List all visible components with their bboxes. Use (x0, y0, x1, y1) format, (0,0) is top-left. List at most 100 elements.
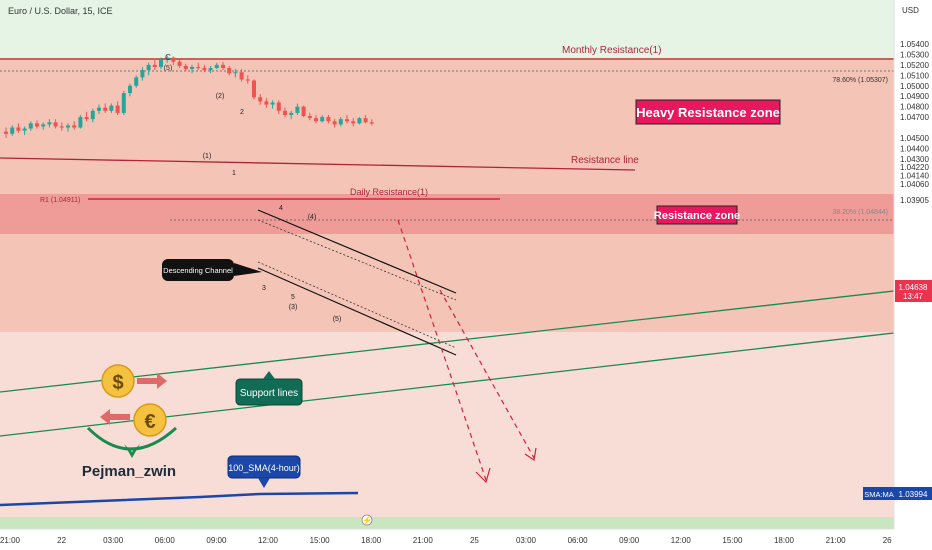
monthly-resistance-label: Monthly Resistance(1) (562, 45, 661, 56)
x-tick-label: 12:00 (258, 536, 279, 545)
sma-pointer (258, 478, 270, 488)
sma-tag (863, 487, 895, 500)
y-tick-label: 1.04400 (900, 144, 929, 153)
candle-body (97, 107, 101, 111)
y-tick-label: 1.04700 (900, 113, 929, 122)
candle-body (90, 110, 95, 120)
wave-label-5-paren-lower: (5) (333, 316, 342, 323)
x-tick-label: 12:00 (671, 536, 692, 545)
candle-body (227, 68, 232, 74)
candle-body (307, 116, 312, 119)
candle-body (314, 118, 318, 122)
candle-body (208, 68, 213, 71)
y-tick-label: 1.04140 (900, 172, 929, 181)
y-tick-label: 1.04220 (900, 163, 929, 172)
y-tick-label: 1.04800 (900, 103, 929, 112)
heavy-resistance-label: Heavy Resistance zone (636, 105, 780, 120)
candle-body (140, 70, 145, 78)
x-tick-label: 09:00 (206, 536, 227, 545)
x-tick-label: 21:00 (413, 536, 434, 545)
candle-body (301, 106, 306, 117)
candle-body (66, 125, 70, 128)
projection-arrowhead-2 (524, 447, 537, 462)
candle-body (202, 68, 207, 71)
candle-body (214, 64, 219, 69)
candle-body (345, 119, 349, 122)
x-tick-label: 03:00 (516, 536, 537, 545)
candle-body (22, 128, 27, 131)
candle-body (357, 118, 362, 124)
x-tick-label: 18:00 (361, 536, 382, 545)
candle-body (338, 119, 343, 125)
r1-label: R1 (1.04911) (40, 197, 80, 204)
last-price-badge (895, 280, 932, 302)
x-tick-label: 18:00 (774, 536, 795, 545)
candle-body (326, 117, 331, 122)
descending-channel-pointer (234, 263, 262, 276)
countdown-value: 13:47 (903, 292, 924, 301)
candle-body (53, 122, 58, 127)
candle-body (245, 79, 250, 81)
x-tick-label: 03:00 (103, 536, 124, 545)
heavy-resistance-badge (635, 99, 781, 125)
wave-label-1: 1 (232, 170, 236, 177)
candle-body (363, 118, 368, 123)
candle-body (332, 121, 337, 125)
wave-label-4-paren: (4) (308, 214, 317, 221)
candle-body (270, 102, 275, 105)
svg-text:$: $ (112, 372, 123, 394)
x-tick-label: 22 (57, 536, 66, 545)
arrow-right-icon (137, 373, 167, 389)
candle-body (115, 105, 120, 113)
lightning-icon[interactable] (361, 514, 373, 526)
candle-body (47, 122, 52, 125)
resistance-zone-label: Resistance zone (654, 210, 740, 222)
y-tick-label: 1.03905 (900, 196, 929, 205)
bottom-green-band (0, 517, 894, 529)
sma-value: 1.03994 (899, 490, 928, 499)
x-tick-label: 21:00 (826, 536, 847, 545)
candle-body (134, 77, 139, 86)
candle-body (121, 93, 126, 113)
candle-body (369, 122, 374, 124)
candle-body (252, 80, 256, 98)
candle-body (159, 59, 163, 67)
candle-body (78, 117, 83, 128)
candle-body (239, 72, 244, 80)
resistance-line (0, 157, 636, 171)
y-tick-label: 1.04300 (900, 155, 929, 164)
descending-channel-badge (162, 259, 234, 281)
candle-body (103, 107, 108, 111)
y-tick-label: 1.04060 (900, 180, 929, 189)
candle-body (35, 123, 39, 127)
x-tick-label: 15:00 (722, 536, 743, 545)
wave-label-2-paren: (2) (216, 93, 225, 100)
descending-channel-label: Descending Channel (163, 266, 233, 275)
watermark-text: Pejman_zwin (82, 463, 176, 480)
candle-body (190, 66, 194, 70)
wave-label-3: 3 (262, 285, 266, 292)
candle-body (109, 105, 114, 111)
candle-body (41, 124, 46, 127)
candle-body (196, 66, 201, 69)
wave-label-2: 2 (240, 109, 244, 116)
logo-swoosh (86, 426, 178, 451)
projection-path-1 (397, 219, 487, 481)
sma-value-badge (895, 487, 932, 500)
candle-body (171, 57, 176, 62)
channel-bottom-line (257, 267, 457, 356)
price-axis-bg (894, 0, 932, 550)
wave-label-4: 4 (279, 205, 283, 212)
candle-body (320, 117, 325, 122)
fib-786-label: 78.60% (1.05307) (832, 77, 888, 84)
y-tick-label: 1.04900 (900, 92, 929, 101)
candle-body (264, 101, 269, 105)
candle-body (4, 131, 8, 134)
euro-coin-icon (133, 403, 167, 437)
support-line-upper (0, 290, 895, 393)
y-tick-label: 1.05400 (900, 40, 929, 49)
last-price-value: 1.04638 (899, 283, 928, 292)
